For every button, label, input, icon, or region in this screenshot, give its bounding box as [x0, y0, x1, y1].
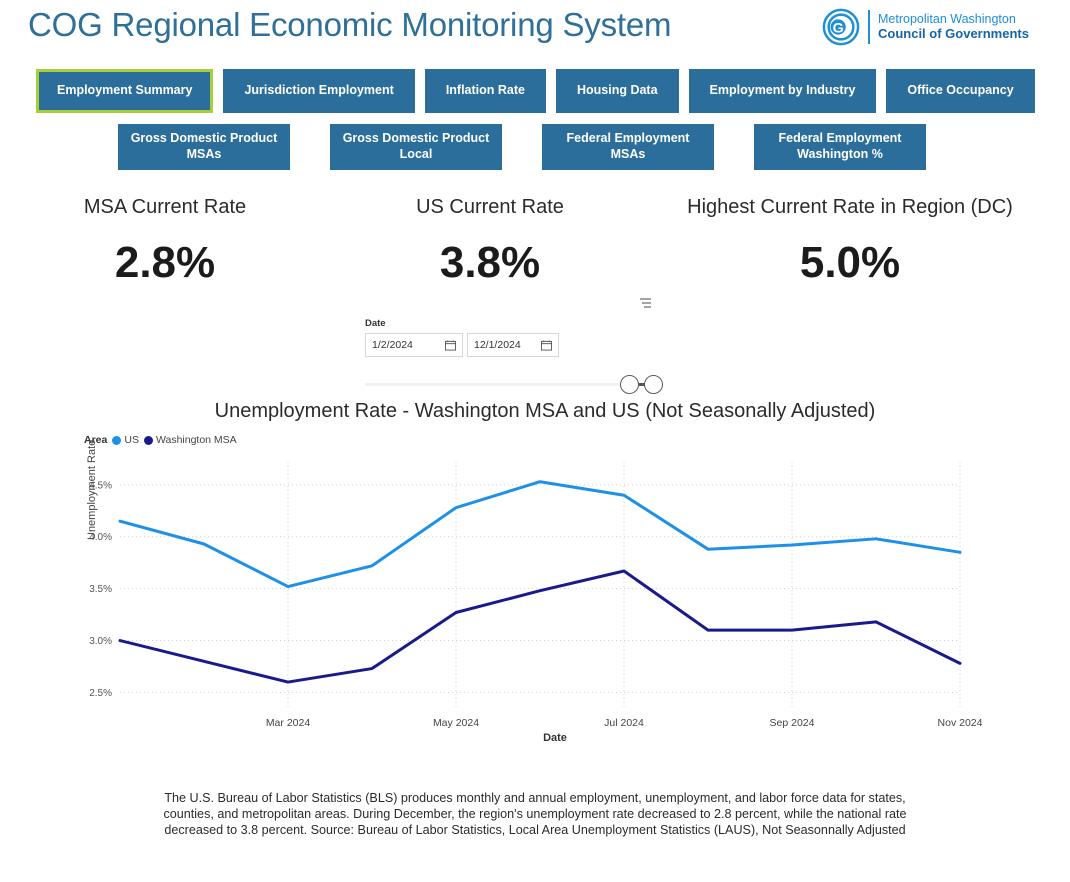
tab-jurisdiction-employment[interactable]: Jurisdiction Employment	[223, 69, 415, 113]
logo-text: Metropolitan Washington Council of Gover…	[878, 12, 1029, 41]
kpi-label: US Current Rate	[416, 196, 564, 218]
svg-text:4.0%: 4.0%	[89, 532, 112, 543]
tab-bar-row-1: Employment Summary Jurisdiction Employme…	[0, 69, 1070, 113]
svg-text:Mar 2024: Mar 2024	[266, 717, 311, 729]
chart-footnote: The U.S. Bureau of Labor Statistics (BLS…	[163, 791, 907, 838]
tab-employment-by-industry[interactable]: Employment by Industry	[688, 69, 877, 113]
tab-gdp-msas[interactable]: Gross Domestic Product MSAs	[118, 124, 290, 170]
end-date-field[interactable]: 12/1/2024	[467, 333, 559, 357]
slider-track[interactable]	[365, 383, 655, 386]
kpi-value: 2.8%	[114, 238, 216, 287]
svg-text:Nov 2024: Nov 2024	[938, 717, 983, 729]
svg-text:May 2024: May 2024	[433, 717, 479, 729]
svg-text:Sep 2024: Sep 2024	[770, 717, 815, 729]
cog-logo-mark-icon: G	[822, 8, 860, 46]
kpi-highest-current-rate-region-dc: Highest Current Rate in Region (DC) 5.0%	[650, 196, 1050, 285]
legend-color-swatch	[143, 435, 153, 445]
kpi-row: MSA Current Rate 2.8% US Current Rate 3.…	[0, 196, 1070, 285]
svg-text:3.0%: 3.0%	[89, 636, 112, 647]
date-inputs: 1/2/2024 12/1/2024	[365, 333, 665, 357]
logo-divider	[868, 10, 870, 44]
svg-text:Jul 2024: Jul 2024	[604, 717, 644, 729]
svg-text:3.5%: 3.5%	[89, 584, 112, 595]
x-axis-title: Date	[543, 732, 567, 744]
calendar-icon[interactable]	[445, 339, 456, 351]
kpi-us-current-rate: US Current Rate 3.8%	[330, 196, 650, 285]
legend-color-swatch	[112, 435, 122, 445]
tab-housing-data[interactable]: Housing Data	[555, 69, 679, 113]
tab-gdp-local[interactable]: Gross Domestic Product Local	[330, 124, 502, 170]
start-date-field[interactable]: 1/2/2024	[365, 333, 463, 357]
chart-legend: Area US Washington MSA	[84, 434, 1070, 446]
kpi-msa-current-rate: MSA Current Rate 2.8%	[0, 196, 330, 285]
tab-bar-row-2: Gross Domestic Product MSAs Gross Domest…	[0, 124, 1070, 170]
tab-office-occupancy[interactable]: Office Occupancy	[886, 69, 1035, 113]
cog-logo: G Metropolitan Washington Council of Gov…	[822, 8, 1029, 46]
calendar-icon[interactable]	[541, 339, 552, 351]
legend-label: Washington MSA	[155, 434, 237, 446]
svg-text:2.5%: 2.5%	[89, 688, 112, 699]
end-date-value: 12/1/2024	[474, 339, 521, 351]
kpi-value: 3.8%	[439, 238, 541, 287]
legend-label: US	[124, 434, 139, 446]
kpi-label: MSA Current Rate	[83, 196, 247, 218]
unemployment-chart: Unemployment Rate - Washington MSA and U…	[0, 400, 1070, 750]
legend-item-us[interactable]: US	[112, 434, 139, 446]
logo-line-2: Council of Governments	[878, 25, 1029, 41]
legend-item-washington-msa[interactable]: Washington MSA	[143, 434, 237, 446]
start-date-value: 1/2/2024	[372, 339, 413, 351]
date-filter-label: Date	[365, 318, 386, 329]
page-header: COG Regional Economic Monitoring System …	[0, 0, 1070, 60]
chart-title: Unemployment Rate - Washington MSA and U…	[214, 400, 876, 422]
logo-line-1: Metropolitan Washington	[878, 12, 1016, 27]
kpi-value: 5.0%	[799, 238, 901, 287]
date-range-slider[interactable]	[365, 374, 663, 394]
legend-title: Area	[84, 434, 108, 446]
date-filter: Date 1/2/2024 12/1/2024	[365, 298, 665, 394]
slider-handle-end[interactable]	[644, 375, 663, 394]
slider-selected-range	[628, 383, 652, 386]
filter-menu-icon[interactable]	[639, 296, 653, 310]
tab-inflation-rate[interactable]: Inflation Rate	[424, 69, 546, 113]
plot-svg[interactable]: 2.5% 3.0% 3.5% 4.0% 4.5% Mar 2024 May 2024 Jul …	[0, 450, 1070, 750]
svg-text:4.5%: 4.5%	[89, 480, 112, 491]
page-title: COG Regional Economic Monitoring System	[28, 6, 672, 43]
svg-text:G: G	[833, 21, 844, 37]
plot-area: Unemployment Rate 2.5% 3.0% 3.5% 4.0% 4.5% Ma…	[0, 440, 1070, 750]
tab-employment-summary[interactable]: Employment Summary	[36, 69, 214, 113]
slider-handle-start[interactable]	[620, 375, 639, 394]
tab-federal-employment-msas[interactable]: Federal Employment MSAs	[542, 124, 714, 170]
tab-federal-employment-washington-pct[interactable]: Federal Employment Washington %	[754, 124, 926, 170]
kpi-label: Highest Current Rate in Region (DC)	[687, 196, 1013, 218]
